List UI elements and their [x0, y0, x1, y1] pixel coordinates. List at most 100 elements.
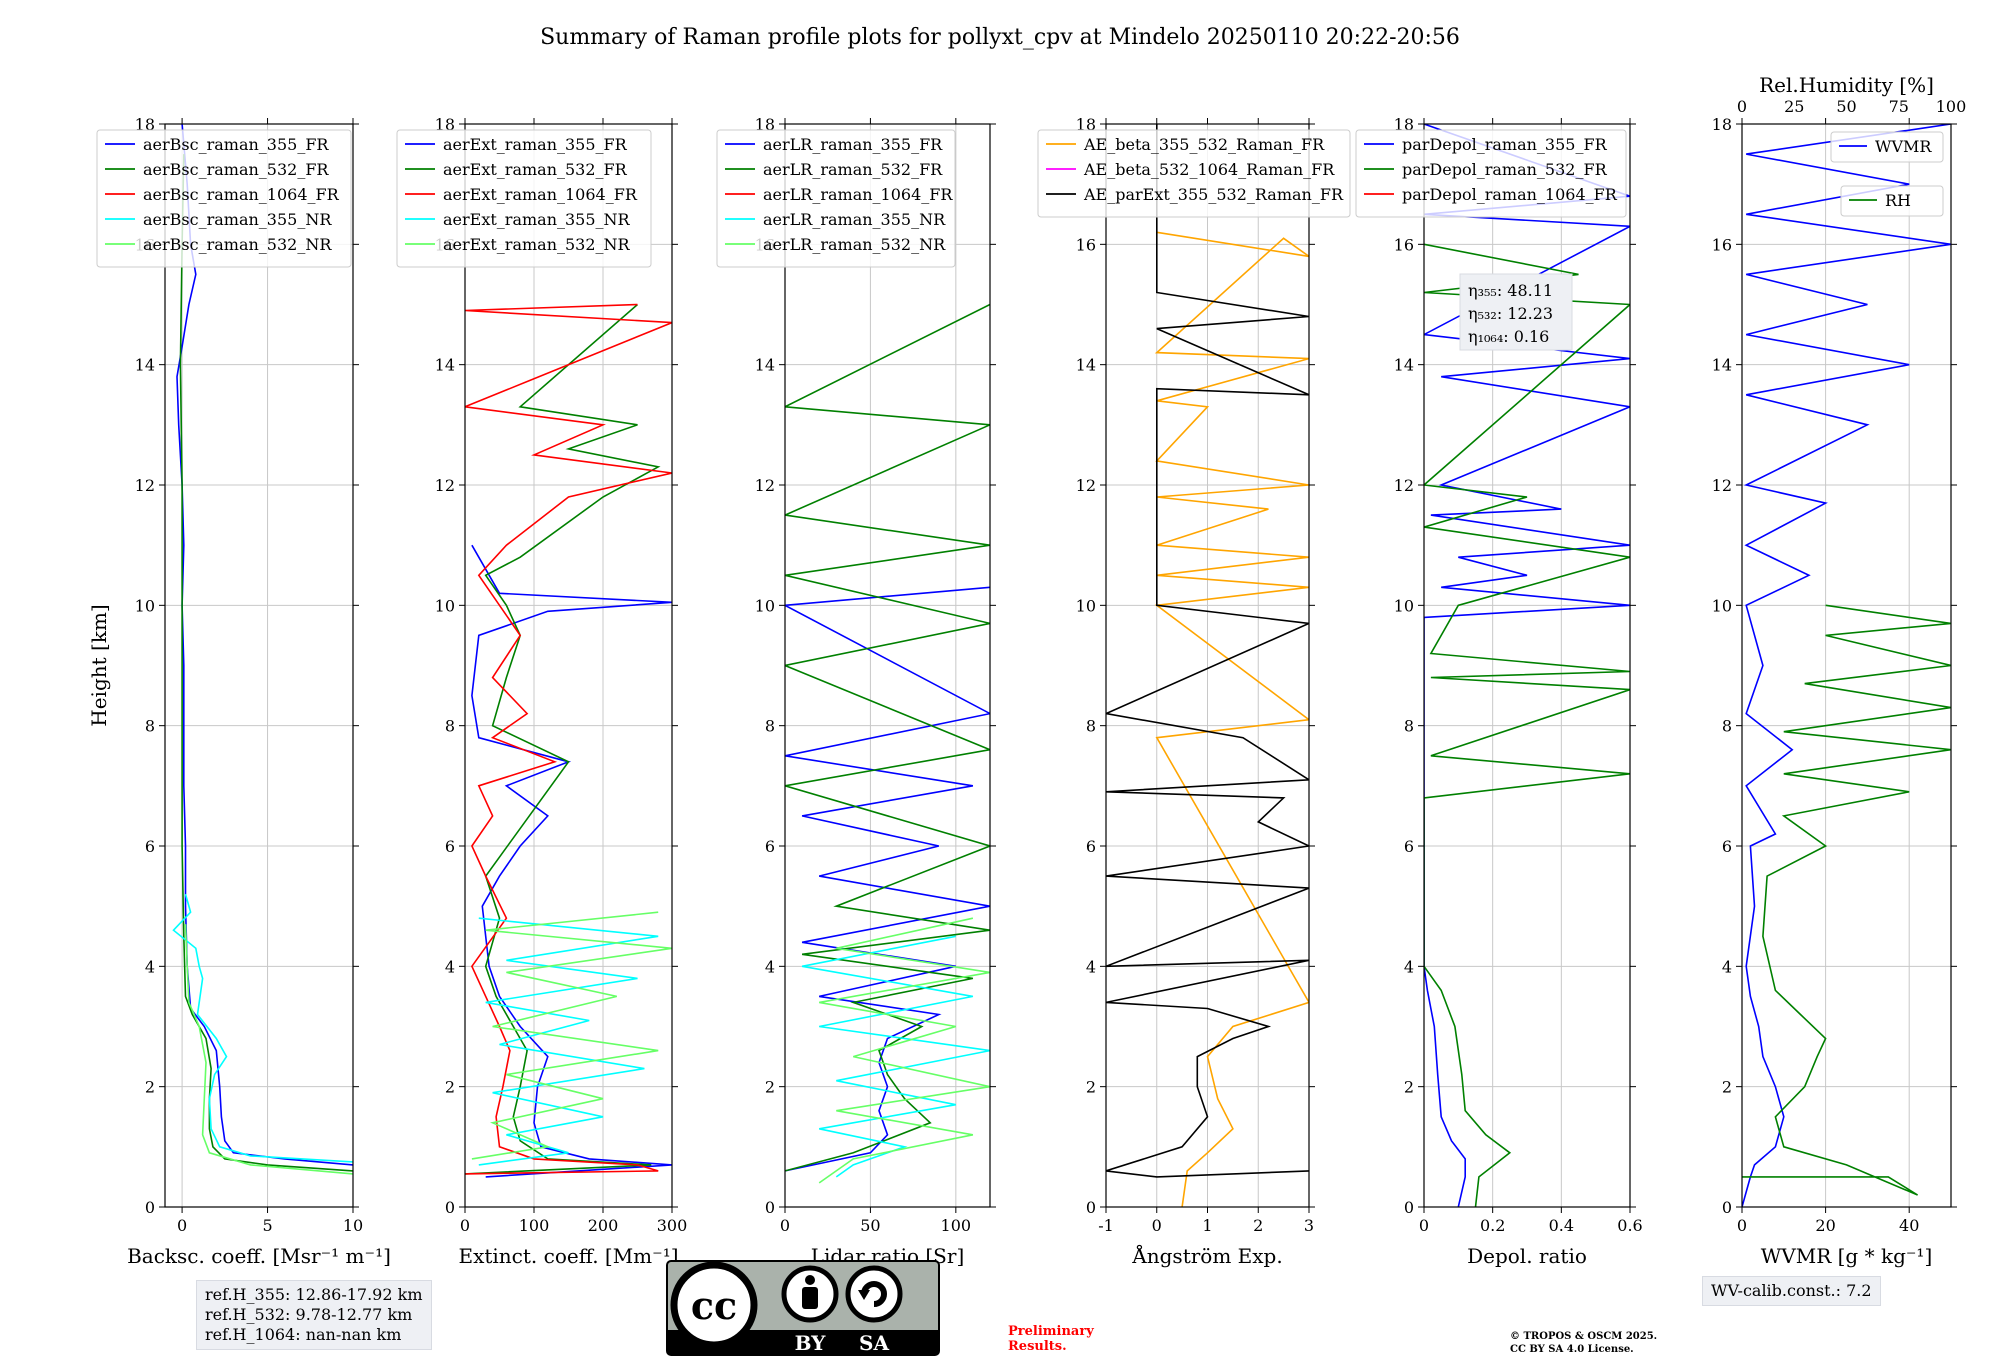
legend-entry: aerBsc_raman_532_NR	[143, 235, 332, 254]
legend-entry: aerLR_raman_355_NR	[763, 210, 946, 229]
legend: aerLR_raman_355_FR aerLR_raman_532_FR aerL…	[716, 129, 956, 268]
y-tick-label: 0	[1086, 1198, 1096, 1217]
series-line-aerExt_raman_532_NR	[471, 911, 672, 1160]
depol-annotation: η₃₅₅: 48.11 η₅₃₂: 12.23 η₁₀₆₄: 0.16	[1459, 273, 1573, 351]
cc-mark-text: cc	[691, 1283, 737, 1328]
cc-license-badge: cc BY SA	[666, 1260, 940, 1356]
y-tick-label: 2	[145, 1078, 155, 1097]
y-tick-label: 6	[1404, 837, 1414, 856]
series-line-aerBsc_raman_532_FR	[179, 154, 353, 1172]
y-tick-label: 0	[765, 1198, 775, 1217]
x-tick-label: 0.4	[1549, 1216, 1574, 1235]
legend-box	[1830, 131, 1944, 163]
plot-frame	[1423, 123, 1631, 1208]
legend-box	[716, 129, 956, 268]
wv-calib-const: WV-calib.const.: 7.2	[1711, 1281, 1872, 1300]
x-tick-label: 300	[657, 1216, 688, 1235]
legend: WVMR RH	[1830, 131, 1944, 217]
y-tick-label: 10	[755, 596, 775, 615]
y-tick-label: 12	[1394, 476, 1414, 495]
x-tick-label: 3	[1304, 1216, 1314, 1235]
copyright-line-1: © TROPOS & OSCM 2025.	[1510, 1331, 1658, 1342]
x-tick-label: 0.6	[1617, 1216, 1642, 1235]
series-line-parDepol_raman_532_FR	[1424, 243, 1630, 1207]
series-line-aerExt_raman_355_FR	[471, 544, 672, 1178]
y-tick-label: 2	[1404, 1078, 1414, 1097]
y-tick-label: 14	[1394, 356, 1414, 375]
series-line-aerExt_raman_532_FR	[465, 303, 661, 1175]
y-tick-label: 10	[1394, 596, 1414, 615]
legend-entry: aerLR_raman_355_FR	[763, 135, 943, 154]
legend-entry: aerLR_raman_1064_FR	[763, 185, 953, 204]
y-tick-label: 14	[1076, 356, 1096, 375]
series-line-WVMR	[1742, 124, 1951, 1207]
y-tick-label: 4	[765, 957, 775, 976]
y-tick-label: 18	[1712, 115, 1732, 134]
annotation-line: η₁₀₆₄: 0.16	[1468, 327, 1549, 346]
x-tick-label: 0	[780, 1216, 790, 1235]
plot-frame	[1741, 123, 1952, 1208]
legend-box	[1037, 129, 1351, 218]
copyright-note: © TROPOS & OSCM 2025. CC BY SA 4.0 Licen…	[1510, 1330, 1657, 1356]
y-tick-label: 14	[755, 356, 775, 375]
y-tick-label: 12	[435, 476, 455, 495]
y-tick-label: 2	[765, 1078, 775, 1097]
x-tick-label: 100	[941, 1216, 972, 1235]
legend-entry: aerLR_raman_532_NR	[763, 235, 946, 254]
y-tick-label: 0	[1404, 1198, 1414, 1217]
y-tick-label: 16	[1076, 235, 1096, 254]
legend-box	[1355, 129, 1627, 218]
y-tick-label: 14	[1712, 356, 1732, 375]
legend-entry: WVMR	[1875, 137, 1932, 156]
y-tick-label: 8	[1086, 717, 1096, 736]
annotation-line: η₃₅₅: 48.11	[1468, 281, 1553, 300]
legend-entry: aerBsc_raman_355_FR	[143, 135, 329, 154]
series-group	[1424, 124, 1630, 1207]
legend-entry: parDepol_raman_1064_FR	[1402, 185, 1618, 204]
legend-entry: aerExt_raman_532_FR	[443, 160, 628, 179]
x-tick-label: 50	[860, 1216, 880, 1235]
legend-entry: aerBsc_raman_532_FR	[143, 160, 329, 179]
series-line-aerLR_raman_355_FR	[785, 586, 990, 1172]
y-tick-label: 8	[1404, 717, 1414, 736]
x-tick-label: 200	[588, 1216, 619, 1235]
y-axis-label: Height [km]	[87, 604, 111, 726]
series-line-AE_parExt_355_532_Raman_FR	[1106, 124, 1309, 1178]
x-tick-label: 0	[177, 1216, 187, 1235]
x-tick-label: 1	[1202, 1216, 1212, 1235]
series-line-aerBsc_raman_355_NR	[172, 893, 353, 1163]
y-tick-label: 4	[445, 957, 455, 976]
legend: aerBsc_raman_355_FR aerBsc_raman_532_FRae…	[96, 129, 352, 268]
x-axis-label: Extinct. coeff. [Mm⁻¹]	[458, 1244, 678, 1268]
panel-depol: 0 0.2 0.4 0.6 0 2 4 6 8 10 12 14 16 18 Depol. ratio par…	[1355, 115, 1643, 1268]
y-tick-label: 12	[1076, 476, 1096, 495]
legend-entry: parDepol_raman_355_FR	[1402, 135, 1608, 154]
cc-icon	[670, 1261, 758, 1349]
x-tick-label: 100	[519, 1216, 550, 1235]
x2-axis-label: Rel.Humidity [%]	[1759, 73, 1934, 97]
series-group	[172, 124, 353, 1175]
series-line-aerBsc_raman_355_FR	[176, 124, 353, 1166]
y-tick-label: 8	[145, 717, 155, 736]
y-tick-label: 18	[435, 115, 455, 134]
legend-entry: aerExt_raman_532_NR	[443, 235, 631, 254]
y-tick-label: 16	[1712, 235, 1732, 254]
x-tick-label: 0	[1152, 1216, 1162, 1235]
plot-frame	[164, 123, 354, 1208]
y-tick-label: 18	[1394, 115, 1414, 134]
plot-frame	[464, 123, 673, 1208]
y-tick-label: 6	[1086, 837, 1096, 856]
legend: parDepol_raman_355_FR parDepol_raman_532_…	[1355, 129, 1627, 218]
series-line-aerLR_raman_355_NR	[801, 935, 990, 1178]
series-line-aerExt_raman_355_NR	[478, 917, 659, 1166]
y-tick-label: 12	[1712, 476, 1732, 495]
preliminary-line-1: Preliminary	[1008, 1324, 1094, 1339]
panel-wv: 0 20 40 0 2 4 6 8 10 12 14 16 18 WVMR [g * kg⁻¹] 0 25 50…	[1712, 73, 1967, 1268]
x-tick-label: 0.2	[1480, 1216, 1505, 1235]
x-tick-label: 2	[1253, 1216, 1263, 1235]
y-tick-label: 14	[135, 356, 155, 375]
x-tick-label: 20	[1815, 1216, 1835, 1235]
legend-entry: AE_beta_532_1064_Raman_FR	[1083, 160, 1335, 179]
series-line-AE_beta_355_532_Raman_FR	[1154, 231, 1309, 1207]
